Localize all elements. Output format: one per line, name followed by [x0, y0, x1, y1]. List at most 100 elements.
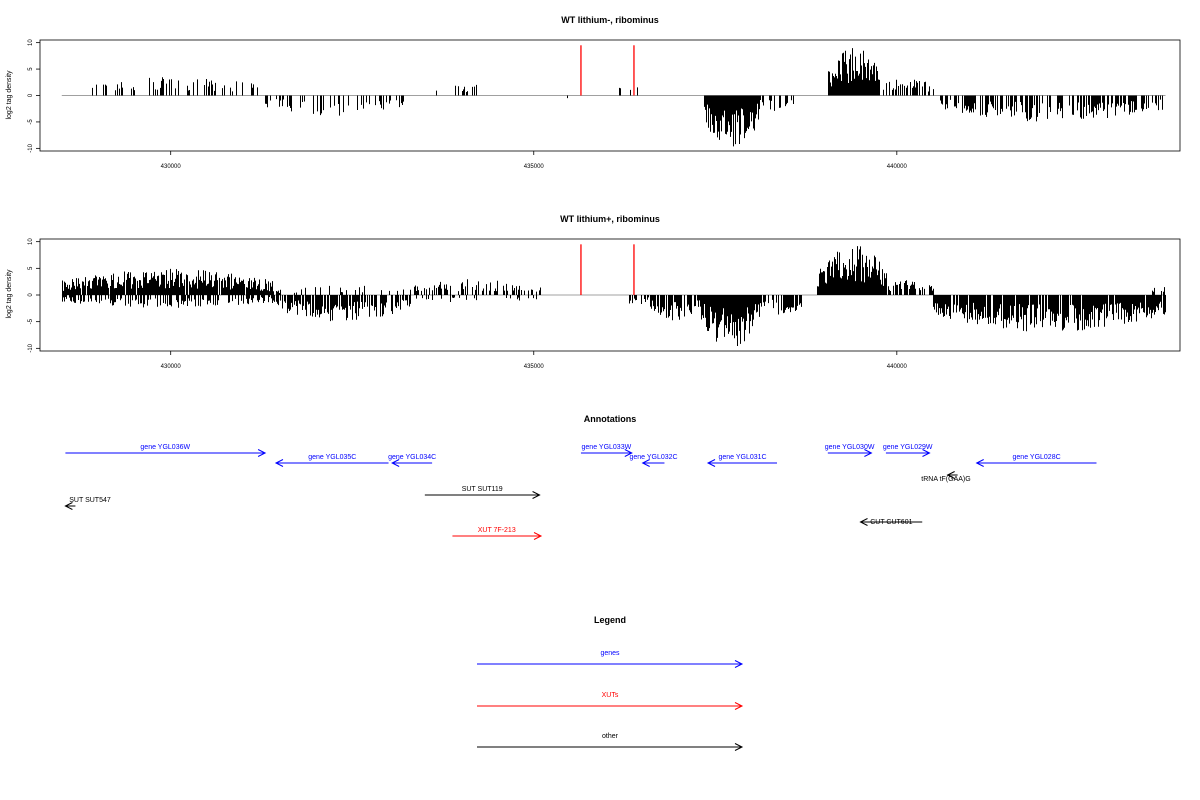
y-tick-label: 0 [28, 93, 34, 97]
arrow-head [946, 471, 955, 479]
annotation-features: gene YGL036W gene YGL035C gene YGL034C gene… [64, 444, 1097, 540]
legend-panel: Legend genes XUTs other [477, 615, 744, 751]
x-tick-label: 430000 [161, 164, 182, 170]
bar-segment [629, 295, 649, 305]
axes-group: 10 5 0 -5 -10 430000 435000 440000 [28, 39, 1181, 170]
bar-segment [62, 295, 273, 308]
bars-group [61, 244, 1166, 346]
bar-segment [879, 79, 934, 96]
annotation-feature: gene YGL034C [388, 454, 436, 467]
y-tick-label: 10 [28, 238, 34, 245]
annotation-feature: SUT SUT119 [424, 486, 541, 499]
annotation-feature: gene YGL031C [706, 454, 778, 467]
bars-group [61, 45, 1166, 147]
x-tick-label: 435000 [524, 164, 545, 170]
bar-segment [273, 285, 404, 295]
x-tick-label: 440000 [887, 364, 908, 370]
bar-segment [416, 295, 537, 302]
annotation-feature: CUT CUT601 [859, 518, 923, 526]
y-tick-label: 5 [28, 67, 34, 71]
arrow-head [64, 502, 73, 510]
annotations-title: Annotations [584, 414, 637, 424]
annotation-feature: tRNA tF(GAA)G [921, 471, 971, 483]
y-tick-label: 10 [28, 39, 34, 46]
y-tick-label: -5 [28, 318, 34, 324]
y-tick-label: 0 [28, 293, 34, 297]
bar-segment [265, 95, 404, 116]
arrow-head [734, 743, 744, 751]
bar-segment [704, 95, 760, 147]
track-panel-lithium-plus: WT lithium+, ribominus log2 tag density … [6, 214, 1181, 370]
x-tick-label: 440000 [887, 164, 908, 170]
annotation-feature: gene YGL033W [580, 444, 633, 457]
arrow-head [532, 491, 541, 499]
legend-label: XUTs [602, 692, 619, 699]
bar-segment [410, 279, 541, 295]
legend-entries: genes XUTs other [477, 650, 744, 751]
feature-label: SUT SUT119 [462, 486, 503, 493]
arrow-head [975, 459, 984, 467]
x-tick-label: 430000 [161, 364, 182, 370]
arrow-head [864, 449, 873, 457]
bar-segment [933, 295, 1166, 332]
legend-label: other [602, 733, 619, 740]
annotation-feature: gene YGL029W [883, 444, 933, 457]
arrow-head [706, 459, 716, 467]
y-axis-label: log2 tag density [6, 70, 13, 120]
feature-label: XUT 7F-213 [478, 527, 516, 534]
y-tick-label: 5 [28, 266, 34, 270]
arrow-head [533, 532, 543, 540]
bar-segment [701, 295, 760, 346]
annotation-feature: gene YGL035C [274, 454, 389, 467]
axes-group: 10 5 0 -5 -10 430000 435000 440000 [28, 238, 1181, 370]
arrow-head [391, 459, 400, 467]
arrow-head [734, 702, 744, 710]
bar-segment [436, 84, 477, 96]
feature-label: gene YGL035C [308, 454, 356, 461]
x-tick-label: 435000 [524, 364, 545, 370]
feature-label: gene YGL029W [883, 444, 933, 451]
track-title: WT lithium+, ribominus [560, 214, 660, 224]
y-tick-label: -5 [28, 119, 34, 125]
bar-segment [272, 295, 411, 322]
arrow-head [624, 449, 633, 457]
annotation-feature: gene YGL030W [825, 444, 875, 457]
annotation-feature: gene YGL032C [629, 454, 678, 467]
arrow-head [859, 518, 868, 526]
annotation-feature: XUT 7F-213 [452, 527, 543, 540]
bar-segment [650, 295, 702, 321]
feature-label: gene YGL030W [825, 444, 875, 451]
arrow-head [257, 449, 267, 457]
legend-entry: XUTs [477, 692, 744, 710]
legend-entry: genes [477, 650, 744, 668]
y-tick-label: -10 [28, 343, 34, 352]
bar-segment [940, 95, 1163, 122]
bar-segment [62, 268, 273, 295]
feature-label: SUT SUT547 [69, 497, 111, 504]
annotation-feature: gene YGL036W [65, 444, 267, 457]
bar-segment [619, 87, 638, 96]
track-panel-lithium-minus: WT lithium-, ribominus log2 tag density … [6, 15, 1181, 170]
feature-label: CUT CUT601 [870, 519, 912, 526]
feature-label: tRNA tF(GAA)G [921, 476, 970, 483]
arrow-head [734, 660, 744, 668]
feature-label: gene YGL031C [718, 454, 766, 461]
bar-segment [1152, 287, 1165, 295]
bar-segment [828, 48, 880, 96]
feature-label: gene YGL034C [388, 454, 436, 461]
bar-segment [92, 77, 258, 96]
legend-label: genes [600, 650, 620, 657]
annotation-feature: gene YGL028C [975, 454, 1097, 467]
feature-label: gene YGL028C [1013, 454, 1061, 461]
feature-label: gene YGL036W [140, 444, 190, 451]
track-title: WT lithium-, ribominus [561, 15, 659, 25]
arrow-head [641, 459, 650, 467]
legend-entry: other [477, 733, 744, 751]
bar-segment [759, 295, 802, 315]
annotation-feature: SUT SUT547 [64, 497, 111, 510]
legend-title: Legend [594, 615, 626, 625]
y-axis-label: log2 tag density [6, 269, 13, 319]
bar-segment [760, 95, 794, 111]
